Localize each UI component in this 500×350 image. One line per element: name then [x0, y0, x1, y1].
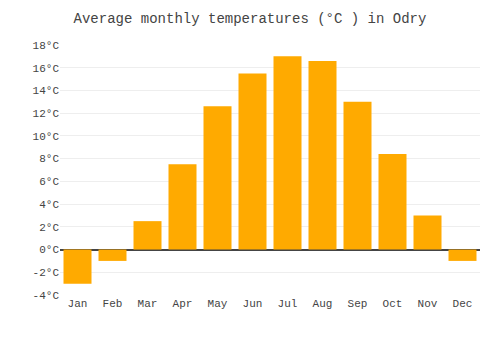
svg-text:Sep: Sep — [348, 298, 368, 310]
svg-text:Dec: Dec — [453, 298, 473, 310]
svg-text:Nov: Nov — [418, 298, 438, 310]
svg-text:4°C: 4°C — [39, 199, 59, 211]
svg-text:Mar: Mar — [138, 298, 158, 310]
svg-text:Aug: Aug — [313, 298, 333, 310]
svg-text:14°C: 14°C — [33, 85, 60, 97]
svg-text:Apr: Apr — [173, 298, 193, 310]
svg-text:Jun: Jun — [243, 298, 263, 310]
svg-text:Average monthly temperatures (: Average monthly temperatures (°C ) in Od… — [74, 11, 427, 27]
svg-text:8°C: 8°C — [39, 153, 59, 165]
svg-text:Feb: Feb — [103, 298, 123, 310]
svg-text:Jan: Jan — [68, 298, 88, 310]
svg-text:-2°C: -2°C — [33, 267, 60, 279]
svg-text:2°C: 2°C — [39, 222, 59, 234]
svg-text:-4°C: -4°C — [33, 290, 60, 302]
svg-text:6°C: 6°C — [39, 176, 59, 188]
svg-text:0°C: 0°C — [39, 244, 59, 256]
svg-text:10°C: 10°C — [33, 131, 60, 143]
svg-text:12°C: 12°C — [33, 108, 60, 120]
svg-text:16°C: 16°C — [33, 63, 60, 75]
svg-text:May: May — [208, 298, 228, 310]
svg-text:18°C: 18°C — [33, 40, 60, 52]
svg-text:Oct: Oct — [383, 298, 403, 310]
svg-text:Jul: Jul — [278, 298, 298, 310]
